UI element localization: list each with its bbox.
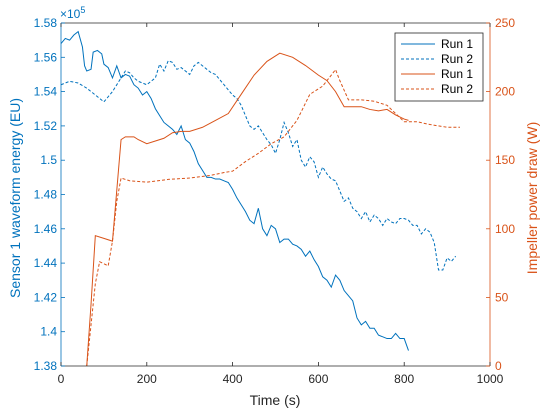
left-tick-label: 1.42 [34, 290, 58, 304]
right-tick-label: 200 [495, 85, 515, 99]
x-tick-label: 0 [58, 372, 65, 386]
series-line-2 [60, 60, 457, 271]
legend-label: Run 2 [441, 52, 473, 66]
legend-label: Run 1 [441, 37, 473, 51]
left-axis-exponent-base: ×10 [60, 7, 81, 21]
series-line-3 [86, 52, 409, 367]
left-axis-exponent-power: 5 [80, 5, 85, 15]
left-tick-label: 1.5 [40, 153, 57, 167]
x-tick-label: 400 [223, 372, 243, 386]
series-line-4 [86, 68, 460, 367]
left-tick-label: 1.54 [34, 85, 58, 99]
x-tick-label: 200 [137, 372, 157, 386]
left-tick-label: 1.56 [34, 50, 58, 64]
right-axis-title: Impeller power draw (W) [524, 122, 540, 274]
x-tick-label: 600 [308, 372, 328, 386]
right-tick-label: 0 [495, 359, 502, 373]
left-tick-label: 1.58 [34, 16, 58, 30]
plot-area [60, 30, 460, 367]
x-tick-label: 1000 [477, 372, 504, 386]
right-tick-label: 50 [495, 290, 509, 304]
left-tick-label: 1.44 [34, 256, 58, 270]
x-tick-label: 800 [394, 372, 414, 386]
left-axis-title: Sensor 1 waveform energy (EU) [7, 98, 23, 298]
left-tick-label: 1.38 [34, 359, 58, 373]
right-tick-label: 100 [495, 222, 515, 236]
left-tick-label: 1.48 [34, 188, 58, 202]
right-tick-label: 250 [495, 16, 515, 30]
x-axis-title: Time (s) [250, 392, 301, 408]
left-axis-exponent: ×105 [60, 5, 85, 21]
legend-label: Run 2 [441, 82, 473, 96]
left-tick-label: 1.52 [34, 119, 58, 133]
left-tick-label: 1.4 [40, 325, 57, 339]
left-tick-label: 1.46 [34, 222, 58, 236]
right-tick-label: 150 [495, 153, 515, 167]
series-line-1 [60, 30, 409, 351]
legend-label: Run 1 [441, 67, 473, 81]
ticks: 0 200 400 600 800 10001.381.41.421.441.461.48… [34, 16, 516, 386]
